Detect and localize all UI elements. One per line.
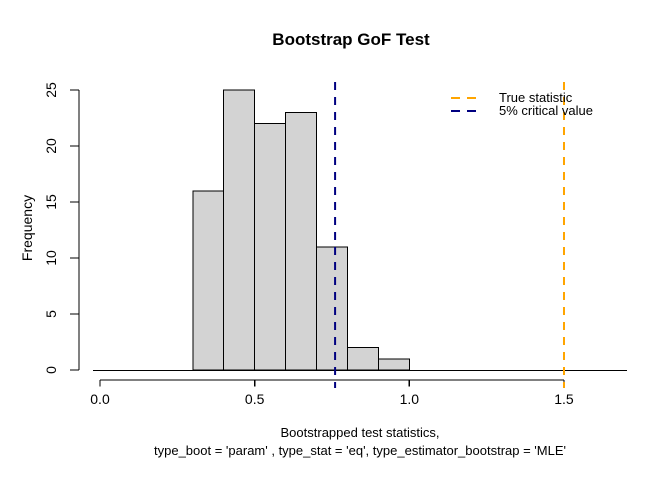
x-axis-tick-label: 0.0: [90, 391, 110, 407]
x-axis-label-line2: type_boot = 'param' , type_stat = 'eq', …: [154, 443, 566, 458]
y-axis-tick-label: 25: [43, 82, 59, 98]
histogram-bar: [316, 246, 348, 371]
legend-entry: True statistic: [451, 91, 593, 104]
legend: True statistic 5% critical value: [451, 91, 593, 117]
y-axis-tick-label: 15: [43, 194, 59, 210]
histogram-bar: [254, 123, 287, 371]
x-axis-tick-label: 1.5: [554, 391, 574, 407]
legend-entry: 5% critical value: [451, 104, 593, 117]
y-axis-tick-label: 0: [43, 366, 59, 374]
histogram-bar: [377, 358, 410, 371]
y-axis-tick-label: 5: [43, 310, 59, 318]
y-axis-tick-label: 10: [43, 250, 59, 266]
x-axis-label-line1: Bootstrapped test statistics,: [280, 425, 440, 440]
legend-line-sample: [451, 96, 483, 99]
chart-title: Bootstrap GoF Test: [272, 30, 430, 49]
legend-line-sample: [451, 109, 483, 112]
legend-label: True statistic: [499, 90, 573, 105]
histogram-bar: [285, 111, 318, 371]
x-axis-tick-label: 1.0: [400, 391, 420, 407]
histogram-bar: [192, 190, 225, 371]
legend-label: 5% critical value: [499, 103, 593, 118]
x-axis-tick-label: 0.5: [245, 391, 265, 407]
histogram-bar: [346, 347, 379, 371]
histogram-bar: [223, 89, 256, 371]
y-axis-tick-label: 20: [43, 138, 59, 154]
